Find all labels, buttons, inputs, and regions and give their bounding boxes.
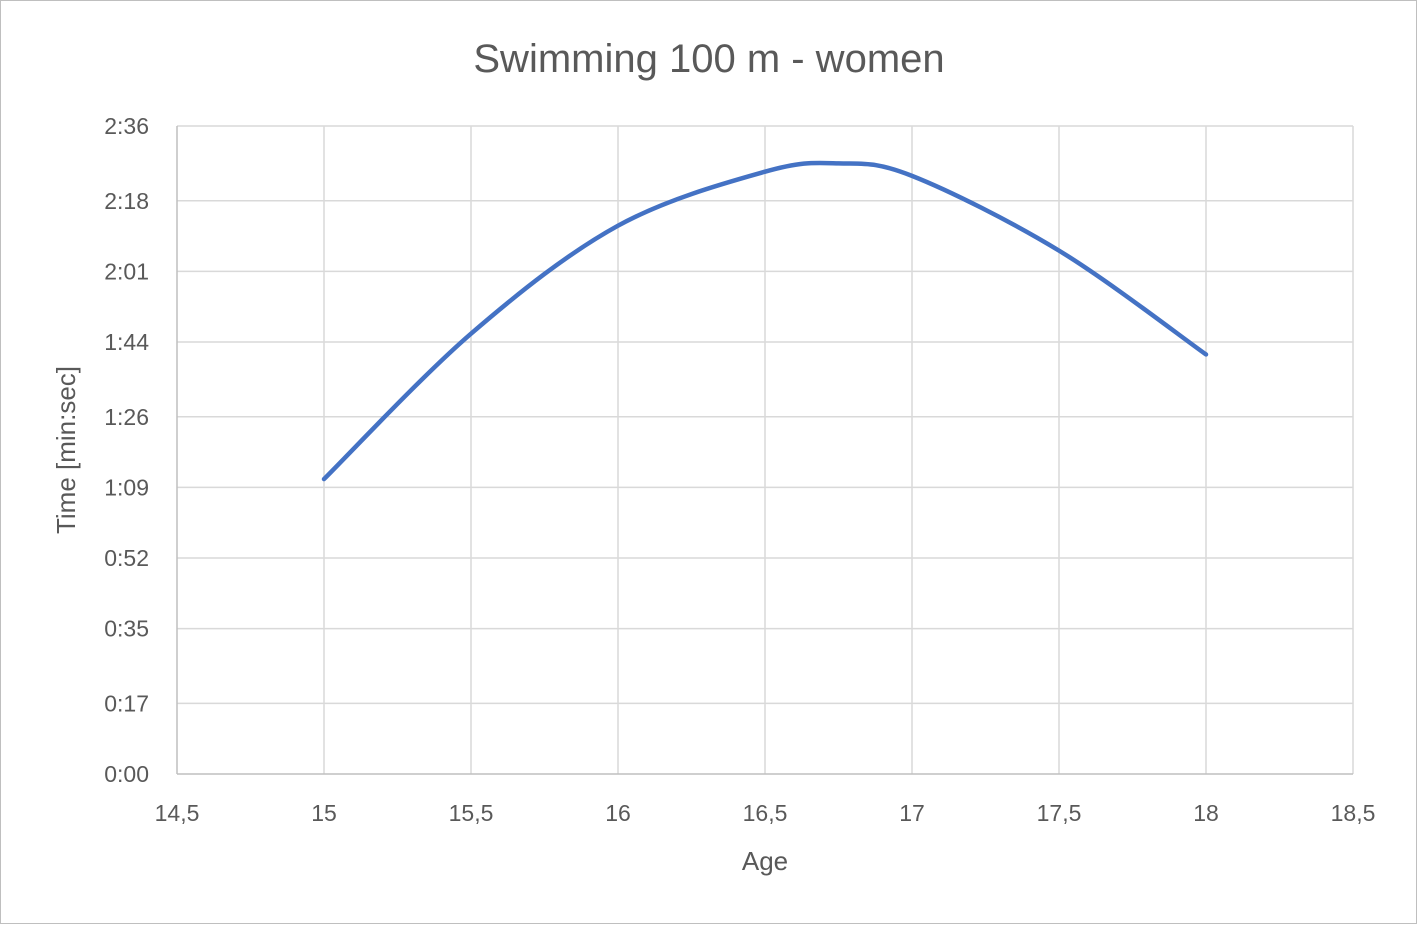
x-tick-label: 15,5 [449, 800, 494, 826]
y-tick-label: 0:35 [104, 616, 149, 642]
y-tick-label: 0:00 [104, 761, 149, 787]
series-line [321, 160, 1209, 482]
y-tick-label: 1:26 [104, 404, 149, 430]
y-tick-label: 2:36 [104, 113, 149, 139]
y-tick-label: 1:44 [104, 329, 149, 355]
y-tick-labels: 0:00 0:17 0:35 0:52 1:09 1:26 1:44 2:01 2:18 2:36 [104, 113, 149, 787]
x-tick-label: 15 [311, 800, 337, 826]
x-tick-label: 16,5 [743, 800, 788, 826]
axes [176, 126, 1353, 775]
x-tick-label: 18 [1193, 800, 1219, 826]
x-tick-label: 14,5 [155, 800, 200, 826]
series [321, 160, 1209, 482]
x-tick-label: 18,5 [1331, 800, 1376, 826]
x-tick-label: 17,5 [1037, 800, 1082, 826]
chart-title: Swimming 100 m - women [473, 37, 944, 81]
x-axis-label: Age [742, 846, 788, 876]
y-tick-label: 0:17 [104, 690, 149, 716]
grid [177, 125, 1354, 774]
x-tick-labels: 14,5 15 15,5 16 16,5 17 17,5 18 18,5 [155, 800, 1376, 826]
y-axis-label: Time [min:sec] [51, 366, 81, 534]
y-tick-label: 1:09 [104, 474, 149, 500]
y-tick-label: 2:01 [104, 258, 149, 284]
x-tick-label: 17 [899, 800, 925, 826]
x-tick-label: 16 [605, 800, 631, 826]
y-tick-label: 2:18 [104, 188, 149, 214]
y-tick-label: 0:52 [104, 545, 149, 571]
